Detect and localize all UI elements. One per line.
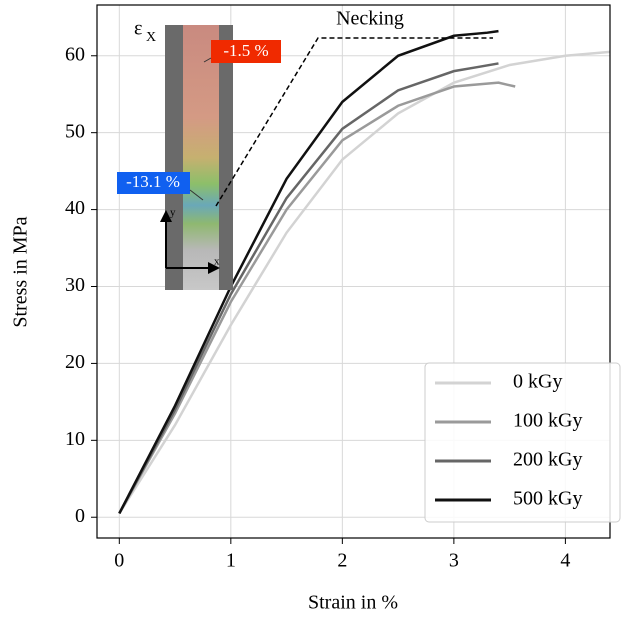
pointer xyxy=(189,189,204,201)
annotation: X xyxy=(146,30,156,45)
x-tick-label: 3 xyxy=(449,550,459,572)
annotation: Necking xyxy=(336,8,404,30)
y-tick-label: 30 xyxy=(65,274,85,296)
data-line xyxy=(118,29,499,514)
legend: 0 kGy 100 kGy 200 kGy 500 kGy xyxy=(424,362,621,523)
y-tick-label: 0 xyxy=(75,505,85,527)
arrowhead xyxy=(160,210,172,222)
x-tick-label: 4 xyxy=(560,550,570,572)
x-tick-label: 1 xyxy=(226,550,236,572)
y-tick-label: 50 xyxy=(65,120,85,142)
data-line xyxy=(118,50,611,515)
annotation: ε xyxy=(134,18,142,40)
y-tick-label: 20 xyxy=(65,351,85,373)
data-line xyxy=(118,81,516,514)
annotation: y xyxy=(170,207,176,219)
annotation: -1.5 % xyxy=(223,41,268,60)
y-tick-label: 60 xyxy=(65,43,85,65)
legend-label: 100 kGy xyxy=(513,410,582,432)
x-tick-label: 0 xyxy=(114,550,124,572)
x-axis-label: Strain in % xyxy=(308,592,398,614)
y-tick-label: 10 xyxy=(65,428,85,450)
specimen xyxy=(183,25,219,290)
legend-label: 0 kGy xyxy=(513,371,562,393)
y-axis-label: Stress in MPa xyxy=(10,216,32,327)
plot-frame xyxy=(96,4,611,539)
inset: -1.5 % -13.1 % x y ε X Necking xyxy=(117,8,493,290)
annotation: -13.1 % xyxy=(126,172,180,191)
legend-label: 200 kGy xyxy=(513,449,582,471)
annotation: x xyxy=(214,256,220,268)
legend-label: 500 kGy xyxy=(513,488,582,510)
legend-box xyxy=(424,362,621,523)
necking-line xyxy=(215,37,493,207)
pointer xyxy=(203,57,212,63)
y-tick-label: 40 xyxy=(65,197,85,219)
label-box xyxy=(117,172,190,194)
arrowhead xyxy=(208,262,220,274)
x-tick-label: 2 xyxy=(337,550,347,572)
lines xyxy=(118,29,611,515)
label-box xyxy=(211,40,281,63)
data-line xyxy=(118,62,499,514)
